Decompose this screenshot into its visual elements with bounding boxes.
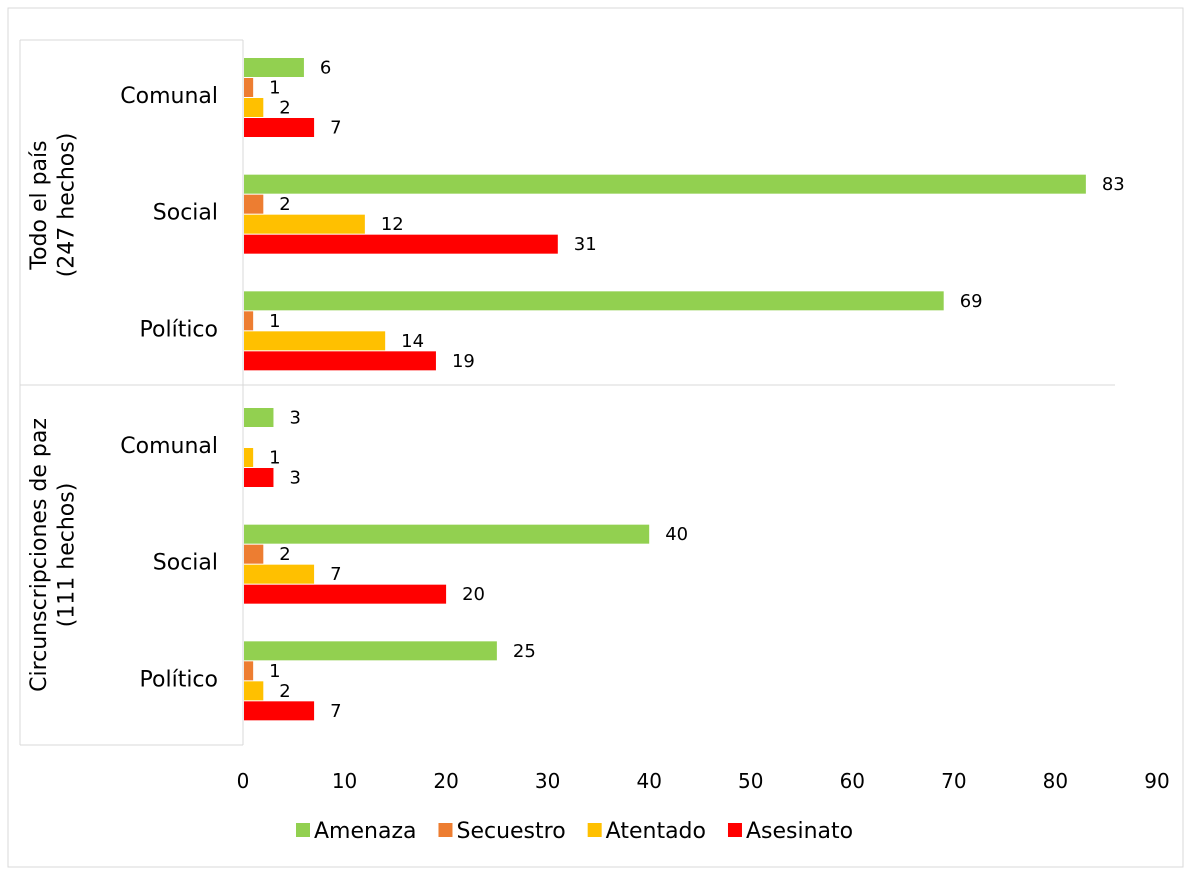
data-label: 2 bbox=[279, 98, 290, 119]
bar-asesinato bbox=[244, 468, 274, 487]
data-label: 14 bbox=[401, 331, 424, 352]
bar-amenaza bbox=[244, 408, 274, 427]
data-label: 25 bbox=[513, 641, 536, 662]
data-label: 3 bbox=[289, 468, 300, 489]
bar-atentado bbox=[244, 564, 315, 584]
category-label: Social bbox=[153, 551, 218, 576]
bars bbox=[244, 58, 1086, 721]
data-label: 7 bbox=[330, 564, 341, 585]
x-tick-label: 70 bbox=[941, 769, 966, 793]
legend-label: Asesinato bbox=[746, 819, 853, 844]
data-label: 2 bbox=[279, 681, 290, 702]
category-label: Comunal bbox=[120, 84, 218, 109]
group-label: Todo el país (247 hechos) bbox=[27, 133, 80, 278]
x-tick-label: 10 bbox=[332, 769, 357, 793]
legend-label: Amenaza bbox=[314, 819, 416, 844]
legend-swatch bbox=[727, 823, 742, 837]
group-label: Circunscripciones de paz (111 hechos) bbox=[27, 418, 80, 692]
axis-lines bbox=[19, 39, 1115, 746]
bar-asesinato bbox=[244, 351, 436, 371]
x-tick-label: 20 bbox=[433, 769, 458, 793]
bar-amenaza bbox=[244, 291, 944, 311]
data-label: 3 bbox=[289, 408, 300, 429]
category-label: Político bbox=[140, 667, 218, 692]
bar-amenaza bbox=[244, 174, 1086, 194]
data-label: 20 bbox=[462, 584, 485, 605]
data-label: 12 bbox=[381, 214, 404, 235]
bar-atentado bbox=[244, 331, 386, 351]
chart-border bbox=[7, 7, 1184, 868]
bar-secuestro bbox=[244, 194, 264, 214]
data-label: 2 bbox=[279, 194, 290, 215]
data-label: 1 bbox=[269, 311, 280, 332]
legend-label: Atentado bbox=[606, 819, 706, 844]
data-label: 1 bbox=[269, 448, 280, 469]
bar-secuestro bbox=[244, 661, 254, 681]
data-label: 40 bbox=[665, 524, 688, 545]
bar-atentado bbox=[244, 681, 264, 701]
data-label: 7 bbox=[330, 118, 341, 139]
category-labels: Todo el país (247 hechos) Comunal Social Pol… bbox=[27, 84, 218, 692]
bar-amenaza bbox=[244, 58, 304, 77]
bar-amenaza bbox=[244, 524, 650, 544]
data-label: 31 bbox=[574, 234, 597, 255]
data-label: 7 bbox=[330, 701, 341, 722]
bar-asesinato bbox=[244, 118, 315, 137]
legend-swatch bbox=[438, 823, 453, 837]
bar-atentado bbox=[244, 98, 264, 117]
legend-swatch bbox=[587, 823, 602, 837]
bar-atentado bbox=[244, 448, 254, 467]
category-label: Comunal bbox=[120, 434, 218, 459]
category-label: Político bbox=[140, 317, 218, 342]
x-tick-label: 40 bbox=[636, 769, 661, 793]
bar-asesinato bbox=[244, 234, 558, 254]
x-tick-label: 90 bbox=[1144, 769, 1169, 793]
bar-atentado bbox=[244, 214, 365, 234]
bar-secuestro bbox=[244, 544, 264, 564]
legend: Amenaza Secuestro Atentado Asesinato bbox=[296, 819, 853, 844]
bar-secuestro bbox=[244, 78, 254, 97]
x-tick-labels: 0 10 20 30 40 50 60 70 80 90 bbox=[237, 769, 1170, 793]
data-label: 2 bbox=[279, 544, 290, 565]
data-label: 6 bbox=[320, 58, 331, 79]
category-label: Social bbox=[153, 201, 218, 226]
data-label: 69 bbox=[960, 291, 983, 312]
legend-label: Secuestro bbox=[456, 819, 565, 844]
legend-swatch bbox=[296, 823, 310, 837]
bar-amenaza bbox=[244, 641, 497, 661]
bar-secuestro bbox=[244, 311, 254, 331]
data-label: 1 bbox=[269, 661, 280, 682]
x-tick-label: 60 bbox=[840, 769, 865, 793]
x-tick-label: 50 bbox=[738, 769, 763, 793]
x-tick-label: 30 bbox=[535, 769, 560, 793]
data-label: 83 bbox=[1102, 174, 1125, 195]
x-tick-label: 0 bbox=[237, 769, 250, 793]
data-label: 19 bbox=[452, 351, 475, 372]
data-label: 1 bbox=[269, 78, 280, 99]
bar-asesinato bbox=[244, 701, 315, 721]
bar-asesinato bbox=[244, 584, 447, 604]
x-tick-label: 80 bbox=[1043, 769, 1068, 793]
